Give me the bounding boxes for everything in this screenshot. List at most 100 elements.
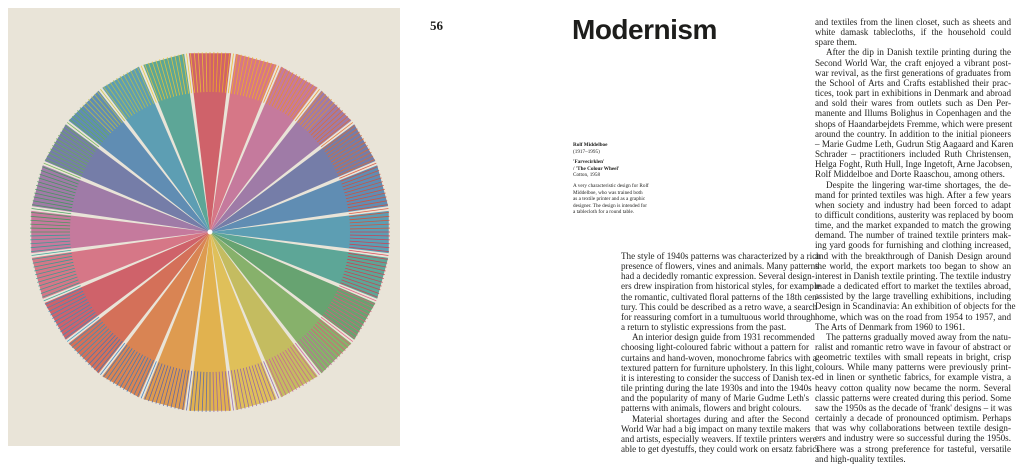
- wheel-thread: [316, 115, 349, 143]
- text-line: the School of Arts and Crafts establishe…: [815, 77, 1011, 88]
- wheel-thread: [38, 273, 77, 287]
- wheel-thread: [91, 96, 118, 128]
- wheel-thread: [308, 104, 338, 134]
- text-line: – Marie Gudme Leth, Gudrun Stig Aagaard …: [815, 138, 1014, 149]
- wheel-ray: [210, 165, 389, 232]
- wheel-thread: [91, 336, 118, 368]
- wheel-thread: [326, 131, 360, 155]
- paragraph: The style of 1940s patterns was characte…: [621, 251, 821, 332]
- wheel-thread: [55, 304, 91, 326]
- wheel-thread: [349, 227, 390, 230]
- wheel-thread: [37, 270, 76, 283]
- paragraph: The patterns gradually moved away from t…: [815, 331, 1012, 464]
- wheel-thread: [221, 371, 227, 412]
- wheel-ray: [210, 124, 376, 232]
- wheel-thread: [254, 364, 269, 403]
- text-line: when society and industry had been force…: [815, 199, 1011, 210]
- wheel-thread: [344, 270, 383, 283]
- wheel-thread: [227, 370, 234, 411]
- wheel-thread: [43, 162, 81, 179]
- text-line: The style of 1940s patterns was characte…: [621, 251, 821, 261]
- wheel-thread: [69, 319, 102, 345]
- wheel-thread: [279, 75, 301, 111]
- caption-line: as a textile printer and as a graphic: [573, 196, 646, 203]
- wheel-thread: [38, 177, 77, 191]
- wheel-thread: [349, 240, 390, 245]
- wheel-thread: [314, 324, 346, 351]
- wheel-thread: [159, 366, 172, 405]
- wheel-thread: [342, 173, 381, 188]
- wheel-thread: [35, 264, 75, 276]
- wheel-thread: [48, 152, 85, 171]
- wheel-thread: [349, 246, 389, 252]
- wheel-thread: [148, 62, 163, 101]
- wheel-thread: [48, 293, 85, 312]
- text-line: mand for printed textiles was high. Afte…: [815, 189, 1011, 200]
- wheel-ray: [31, 210, 210, 254]
- text-line: ers drew inspiration from historical sty…: [621, 281, 821, 292]
- text-line: war revival, as the first generations of…: [815, 67, 1011, 78]
- wheel-ray: [143, 53, 210, 233]
- wheel-thread: [242, 57, 254, 97]
- text-line: manente and Illums Bolighus in Copenhage…: [815, 108, 1011, 119]
- wheel-thread: [337, 288, 375, 305]
- wheel-ray: [210, 232, 389, 299]
- wheel-thread: [106, 346, 131, 380]
- wheel-thread: [69, 119, 102, 145]
- text-line: the world, the export markets too began …: [815, 260, 1011, 271]
- wheel-thread: [344, 181, 383, 194]
- caption-line: A very characteristic design for Rolf: [573, 182, 649, 189]
- wheel-thread: [215, 52, 219, 93]
- wheel-thread: [190, 53, 196, 93]
- text-line: curtains and hand-woven, monochrome fabr…: [621, 352, 817, 363]
- wheel-thread: [178, 369, 187, 410]
- text-line: The patterns gradually moved away from t…: [826, 331, 1011, 342]
- wheel-thread: [112, 79, 136, 115]
- wheel-thread: [30, 234, 71, 237]
- wheel-thread: [34, 192, 74, 203]
- wheel-thread: [345, 264, 385, 276]
- wheel-thread: [312, 326, 343, 354]
- wheel-thread: [144, 64, 160, 102]
- wheel-thread: [218, 52, 223, 93]
- wheel-thread: [316, 321, 349, 349]
- text-line: An interior design guide from 1931 recom…: [632, 332, 815, 343]
- wheel-thread: [230, 370, 238, 410]
- wheel-ray: [31, 232, 211, 299]
- wheel-thread: [45, 159, 83, 176]
- wheel-thread: [282, 351, 304, 387]
- wheel-thread: [236, 369, 246, 409]
- text-line: able to get dyestuffs, they could work o…: [621, 443, 820, 454]
- paragraph: Despite the lingering war-time shortages…: [815, 180, 1016, 332]
- wheel-thread: [329, 138, 365, 160]
- wheel-thread: [34, 261, 74, 272]
- text-line: Schrader – practitioners included Ruth C…: [815, 149, 1011, 160]
- text-line: Rolf Middelboe and Dorte Raaschou, among…: [815, 169, 1005, 180]
- wheel-thread: [347, 196, 387, 206]
- text-line: certainly a decade of pronounced optimis…: [815, 413, 1011, 424]
- wheel-thread: [30, 215, 71, 221]
- wheel-thread: [170, 56, 181, 96]
- wheel-thread: [148, 363, 163, 402]
- text-line: geometric textiles with small repeats in…: [815, 352, 1011, 363]
- wheel-thread: [212, 371, 215, 412]
- wheel-thread: [242, 367, 254, 407]
- wheel-thread: [218, 371, 223, 412]
- wheel-thread: [31, 212, 71, 218]
- wheel-thread: [36, 185, 75, 197]
- wheel-thread: [62, 311, 96, 336]
- wheel-thread: [30, 243, 71, 249]
- wheel-thread: [326, 309, 360, 333]
- wheel-thread: [186, 53, 193, 94]
- caption-line: a tablecloth for a round table.: [573, 209, 635, 216]
- wheel-ray: [210, 210, 389, 254]
- wheel-thread: [201, 52, 205, 93]
- text-line: and sold their wares from outlets such a…: [815, 98, 1011, 109]
- wheel-thread: [50, 148, 87, 168]
- text-line: After the dip in Danish textile printing…: [826, 47, 1011, 58]
- wheel-thread: [276, 354, 297, 391]
- wheel-thread: [349, 237, 390, 241]
- wheel-thread: [257, 363, 272, 402]
- wheel-thread: [304, 334, 332, 365]
- wheel-thread: [97, 91, 123, 124]
